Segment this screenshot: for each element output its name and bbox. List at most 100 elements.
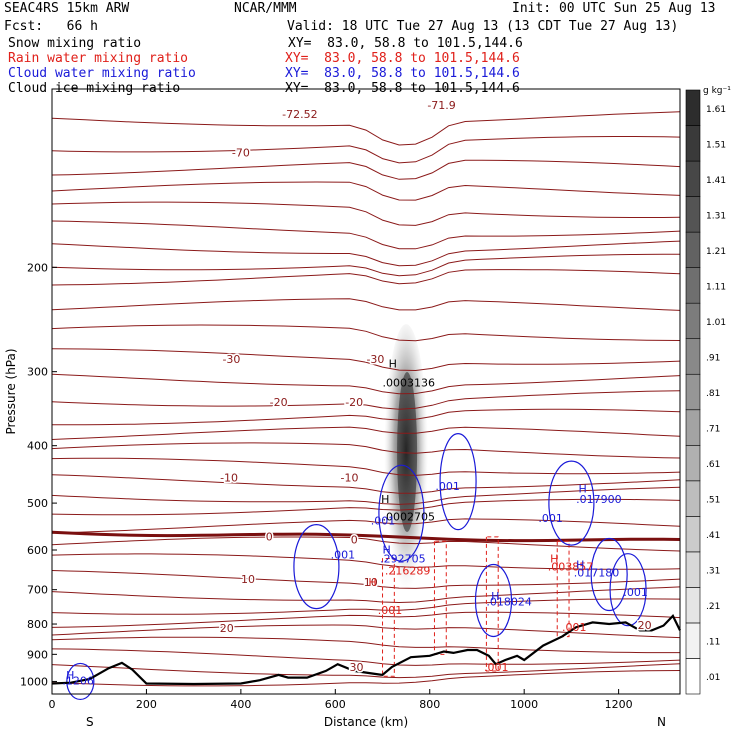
isotherm-label: -20 [270,396,288,409]
cloud-water-contour [378,464,425,562]
field-annotation: .017180 [574,566,620,579]
direction-label-north: N [657,715,666,729]
field-annotation: H [66,669,74,682]
isotherm-line [51,220,681,250]
x-tick-label: 0 [49,698,56,711]
field-annotation: .216289 [385,565,431,578]
isotherm-line [51,624,681,639]
colorbar-swatch [685,444,701,482]
isotherm-label: -71.9 [427,99,455,112]
x-tick-label: 400 [230,698,251,711]
colorbar-level-label: 1.61 [706,105,726,115]
isotherm-line [51,648,681,666]
colorbar-swatch [685,373,701,411]
field-annotation: H [550,553,558,566]
cloud-water-contour [439,433,477,531]
isotherm-line [51,269,681,286]
colorbar-swatch [685,267,701,304]
y-tick-label: 800 [27,618,48,631]
field-xy-cloud-water: XY= 83.0, 58.8 to 101.5,144.6 [285,66,520,81]
colorbar-level-label: .01 [706,673,720,683]
rain-contour [556,540,570,638]
isotherm-label: -72.52 [282,108,317,121]
y-tick-label: 400 [27,440,48,453]
isotherm-line [51,570,681,589]
isotherm-line [51,111,681,146]
isotherm-line [51,298,681,311]
isotherm-line [51,240,681,267]
isotherm-line [51,598,681,615]
isotherm-line [51,474,681,494]
colorbar-level-label: .21 [706,602,720,612]
field-annotation: .001 [371,514,396,527]
cloud-water-contour [609,553,647,627]
y-axis-title: Pressure (hPa) [4,348,18,434]
rain-contour [382,557,395,677]
colorbar-swatch [685,658,701,695]
colorbar-level-label: .51 [706,496,720,506]
colorbar-level-label: .91 [706,353,720,363]
field-annotation: .001 [484,661,509,674]
field-annotation: .018024 [486,596,532,609]
x-tick-label: 200 [136,698,157,711]
colorbar-level-label: .41 [706,531,720,541]
colorbar-level-label: .61 [706,460,720,470]
isotherm-label: -10 [220,472,238,485]
isotherm-line [51,586,681,604]
colorbar-swatch [685,160,701,197]
field-annotation: .001 [378,604,403,617]
y-tick-label: 300 [27,366,48,379]
isotherm-line [51,253,680,277]
cloud-water-contour [66,662,95,701]
cloud-water-contour [293,524,340,610]
field-annotation: .1206 [62,675,94,688]
field-annotation: .001 [331,548,356,561]
field-annotation: .001 [623,586,648,599]
isotherm-label: 10 [241,573,255,586]
field-xy-snow: XY= 83.0, 58.8 to 101.5,144.6 [288,36,523,51]
colorbar-level-label: 1.21 [706,247,726,257]
isotherm-line [51,486,681,505]
field-name-rain: Rain water mixing ratio [8,51,189,66]
colorbar-level-label: .71 [706,425,720,435]
rain-contour [485,536,499,672]
field-annotation: .0002705 [383,511,436,524]
colorbar-level-label: 1.41 [706,176,726,186]
field-annotation: H [383,543,391,556]
terrain-line [51,614,681,686]
freezing-level-line [51,530,681,543]
x-axis-title: Distance (km) [324,715,408,729]
isotherm-label: 30 [350,661,364,674]
colorbar-swatch [685,231,701,268]
y-tick-label: 900 [27,648,48,661]
isotherm-line [52,408,681,426]
field-annotation: .0003136 [383,377,436,390]
field-name-snow: Snow mixing ratio [8,36,142,51]
field-xy-rain: XY= 83.0, 58.8 to 101.5,144.6 [285,51,520,66]
colorbar-level-label: 1.11 [706,282,726,292]
isotherm-line [51,373,681,395]
field-annotation: H [491,590,499,603]
isotherm-line [51,136,681,164]
isotherm-label: 0 [266,530,273,543]
field-annotation: .001 [562,621,587,634]
colorbar-swatch [685,587,701,624]
colorbar-level-label: .11 [706,638,720,648]
colorbar-swatch [685,480,701,517]
field-annotation: H [389,357,397,370]
isotherm-line [51,181,681,201]
field-annotation: H [576,559,584,572]
isotherm-label: -30 [366,353,384,366]
y-tick-label: 1000 [20,675,48,688]
cloud-water-contour [548,460,595,546]
isotherm-label: -70 [232,147,250,160]
isotherm-line [51,636,680,654]
colorbar-level-label: .31 [706,567,720,577]
colorbar-swatch [685,196,701,233]
isotherm-line [51,201,681,226]
isotherm-line [51,518,681,534]
snow-shading-core [397,372,418,533]
isotherm-line [51,390,681,410]
field-name-cloud-water: Cloud water mixing ratio [8,66,196,81]
